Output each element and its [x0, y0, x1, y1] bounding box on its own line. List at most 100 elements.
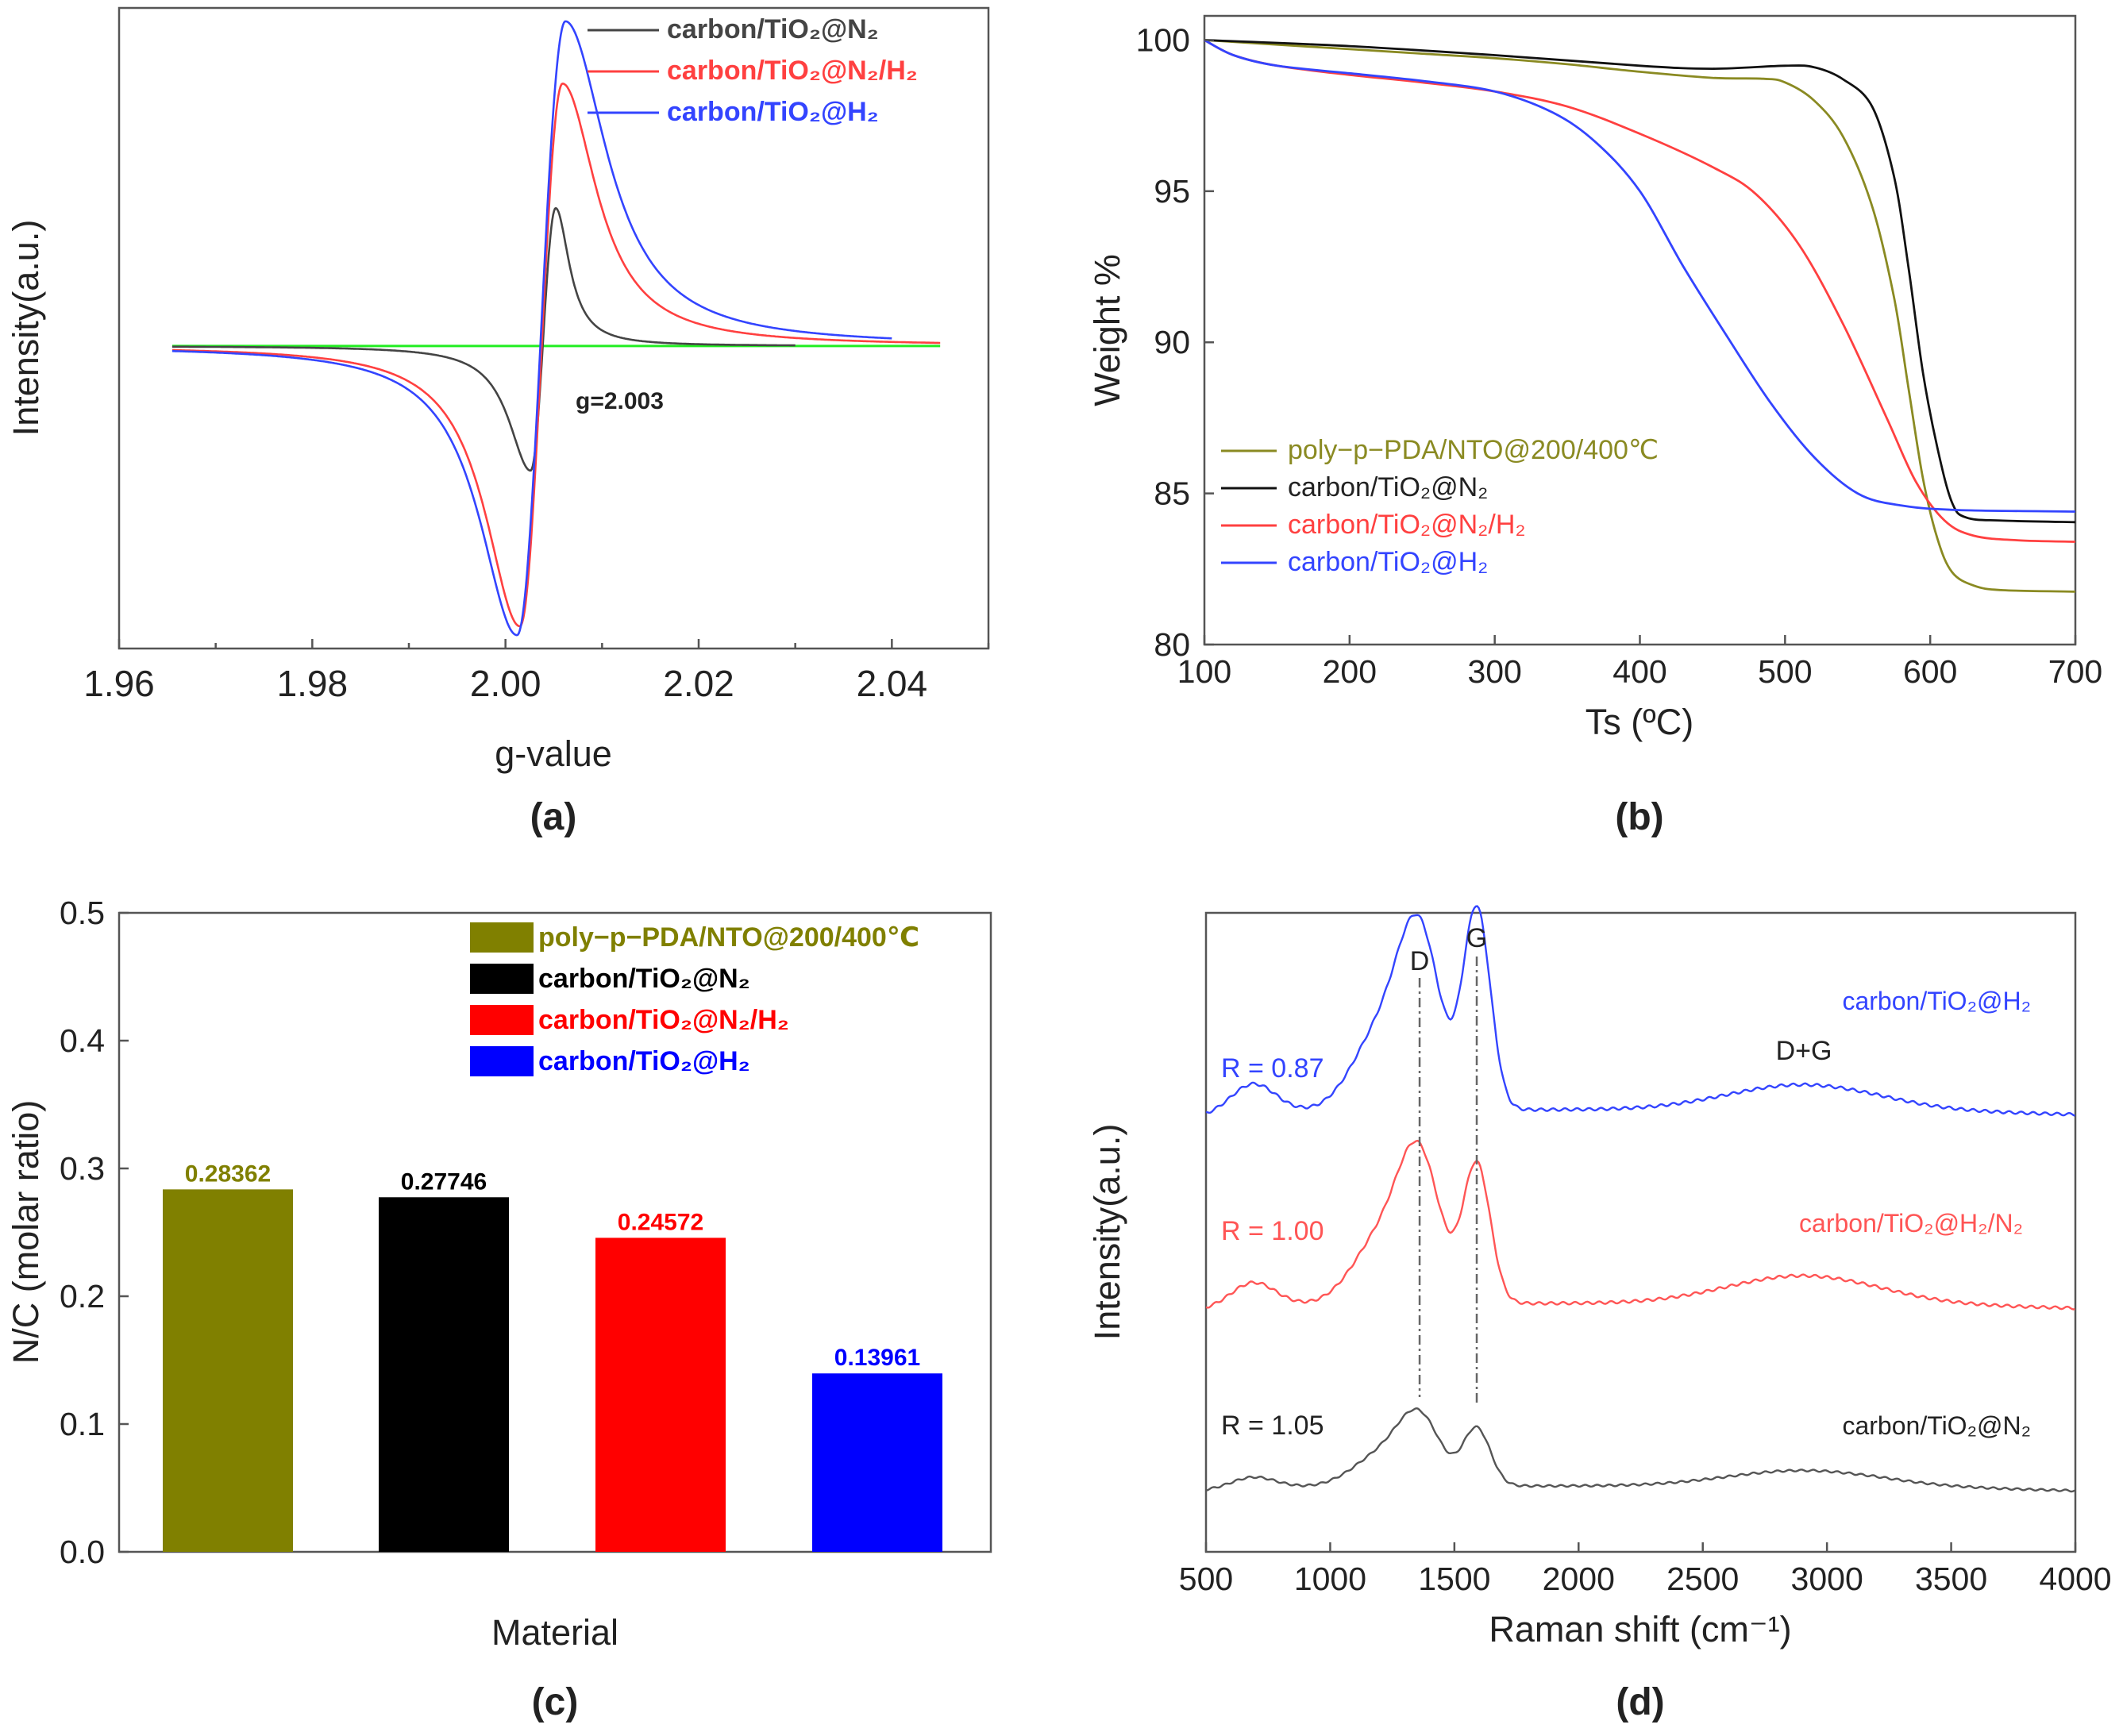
panel-d-x-tick-label: 3500 — [1915, 1561, 1987, 1597]
panel-c-legend-label: carbon/TiO₂@N₂ — [538, 964, 750, 994]
panel-a-x-tick-label: 2.02 — [663, 663, 734, 704]
panel-d-frame — [1204, 911, 2077, 1553]
panel-b-x-tick-label: 600 — [1903, 653, 1957, 690]
panel-b-y-tick-label: 95 — [1154, 173, 1190, 210]
panel-c-bar — [812, 1373, 942, 1552]
panel-d-x-tick-label: 1500 — [1418, 1561, 1490, 1597]
panel-b-legend-label: carbon/TiO₂@N₂ — [1288, 472, 1488, 502]
panel-d-series-name-label: carbon/TiO₂@N₂ — [1842, 1411, 2031, 1440]
panel-c-legend-label: carbon/TiO₂@H₂ — [538, 1046, 750, 1076]
panel-a-plot-area — [171, 20, 941, 637]
panel-b-legend: poly−p−PDA/NTO@200/400℃ carbon/TiO₂@N₂ car… — [1221, 435, 1659, 577]
panel-a-frame — [118, 6, 990, 650]
panel-b-legend-label: poly−p−PDA/NTO@200/400℃ — [1288, 435, 1659, 465]
panel-c-y-tick-label: 0.0 — [60, 1534, 105, 1570]
panel-d-x-tick-label: 4000 — [2039, 1561, 2111, 1597]
panel-b-series-line — [1204, 39, 2076, 543]
panel-d-D-label: D — [1410, 946, 1430, 976]
panel-c-caption: (c) — [532, 1681, 579, 1723]
panel-d-ratio-label: R = 0.87 — [1221, 1053, 1324, 1084]
panel-d-ratio-label: R = 1.05 — [1221, 1411, 1324, 1441]
panel-a-series-line — [171, 206, 796, 472]
panel-b-y-tick-label: 90 — [1154, 324, 1190, 360]
panel-c-legend: poly−p−PDA/NTO@200/400℃ carbon/TiO₂@N₂ car… — [470, 922, 919, 1076]
panel-a-legend: carbon/TiO₂@N₂ carbon/TiO₂@N₂/H₂ carbon/Ti… — [588, 14, 918, 127]
panel-b-caption: (b) — [1615, 796, 1663, 838]
panel-c-y-tick-label: 0.2 — [60, 1278, 105, 1315]
panel-c-y-tick-label: 0.5 — [60, 895, 105, 931]
panel-b-x-tick-label: 400 — [1612, 653, 1666, 690]
panel-d-ratio-label: R = 1.00 — [1221, 1216, 1324, 1246]
panel-d-annotations: D G D+G R = 0.87 carbon/TiO₂@H₂ R = 1.00 carbo… — [1221, 923, 2031, 1441]
panel-a-legend-label: carbon/TiO₂@H₂ — [667, 97, 879, 127]
panel-b-x-tick-label: 300 — [1467, 653, 1521, 690]
panel-a-series-line — [171, 82, 941, 628]
panel-a-caption: (a) — [530, 796, 577, 838]
panel-d-x-tick-label: 2500 — [1666, 1561, 1739, 1597]
panel-b-series-line — [1204, 39, 2076, 524]
panel-b-plot-area — [1204, 39, 2076, 593]
panel-c-bar — [163, 1189, 293, 1552]
panel-d-ticks: 500 1000 1500 2000 2500 3000 3500 4000 — [1179, 1542, 2112, 1597]
panel-d-series-name-label: carbon/TiO₂@H₂ — [1842, 987, 2031, 1015]
panel-c-frame — [118, 911, 992, 1553]
panel-b-x-tick-label: 500 — [1758, 653, 1812, 690]
panel-c-y-tick-label: 0.3 — [60, 1150, 105, 1187]
panel-b-ticks: 100 200 300 400 500 600 700 80 85 90 95 100 — [1136, 21, 2103, 690]
panel-c-legend-swatch — [470, 922, 534, 953]
panel-b-y-label: Weight % — [1087, 254, 1127, 406]
panel-c-plot-area: 0.28362 0.27746 0.24572 0.13961 — [163, 1161, 942, 1552]
panel-d-series-line — [1205, 1407, 2075, 1493]
panel-b-y-tick-label: 85 — [1154, 475, 1190, 512]
panel-b-series-line — [1204, 39, 2076, 513]
panel-b-legend-label: carbon/TiO₂@N₂/H₂ — [1288, 510, 1526, 540]
panel-c-legend-swatch — [470, 1046, 534, 1076]
panel-b-x-label: Ts (ºC) — [1586, 702, 1693, 742]
panel-b-legend-label: carbon/TiO₂@H₂ — [1288, 547, 1488, 577]
panel-c-legend-label: carbon/TiO₂@N₂/H₂ — [538, 1005, 789, 1035]
panel-c-bar-value-label: 0.27746 — [401, 1168, 487, 1195]
panel-d-x-tick-label: 500 — [1179, 1561, 1233, 1597]
panel-d-series-line — [1205, 905, 2075, 1117]
panel-c-y-tick-label: 0.4 — [60, 1022, 105, 1059]
panel-b-tga: 100 200 300 400 500 600 700 80 85 90 95 100 Ts (ºC)… — [1087, 14, 2103, 838]
panel-d-x-tick-label: 2000 — [1543, 1561, 1615, 1597]
panel-d-x-tick-label: 3000 — [1791, 1561, 1863, 1597]
panel-d-series-name-label: carbon/TiO₂@H₂/N₂ — [1799, 1209, 2023, 1238]
panel-a-y-label: Intensity(a.u.) — [6, 220, 46, 437]
panel-c-y-tick-label: 0.1 — [60, 1406, 105, 1442]
panel-c-legend-swatch — [470, 1005, 534, 1035]
panel-c-legend-swatch — [470, 964, 534, 994]
panel-d-x-label: Raman shift (cm⁻¹) — [1489, 1609, 1791, 1649]
panel-c-bar-value-label: 0.24572 — [618, 1209, 703, 1235]
panel-d-DG-label: D+G — [1776, 1036, 1832, 1066]
panel-b-y-tick-label: 80 — [1154, 626, 1190, 663]
panel-c-ticks: 0.0 0.1 0.2 0.3 0.4 0.5 — [60, 895, 129, 1570]
panel-b-x-tick-label: 700 — [2048, 653, 2102, 690]
panel-a-x-tick-label: 1.98 — [277, 663, 349, 704]
panel-b-y-tick-label: 100 — [1136, 21, 1190, 58]
panel-d-series-line — [1205, 1139, 2075, 1311]
panel-b-x-tick-label: 200 — [1323, 653, 1377, 690]
panel-a-g-annotation: g=2.003 — [576, 388, 664, 414]
panel-a-x-tick-label: 2.00 — [470, 663, 541, 704]
panel-c-bar — [379, 1197, 509, 1552]
panel-d-G-label: G — [1466, 923, 1487, 953]
panel-c-bar — [595, 1238, 726, 1552]
panel-c-y-label: N/C (molar ratio) — [6, 1100, 46, 1365]
panel-c-bar-value-label: 0.28362 — [185, 1161, 271, 1187]
panel-b-x-tick-label: 100 — [1177, 653, 1231, 690]
panel-c-bar-value-label: 0.13961 — [834, 1345, 920, 1371]
panel-a-epr-spectrum: 1.96 1.98 2.00 2.02 2.04 g-value Intensity(a… — [6, 6, 990, 838]
panel-d-x-tick-label: 1000 — [1294, 1561, 1366, 1597]
panel-a-x-label: g-value — [495, 733, 612, 774]
panel-a-legend-label: carbon/TiO₂@N₂ — [667, 14, 879, 44]
panel-d-raman: 500 1000 1500 2000 2500 3000 3500 4000 Raman sh… — [1087, 905, 2112, 1723]
panel-d-plot-area — [1205, 905, 2075, 1493]
panel-c-x-label: Material — [491, 1612, 618, 1653]
panel-d-caption: (d) — [1616, 1681, 1664, 1723]
panel-d-y-label: Intensity(a.u.) — [1087, 1124, 1127, 1341]
panel-b-series-line — [1204, 39, 2076, 593]
